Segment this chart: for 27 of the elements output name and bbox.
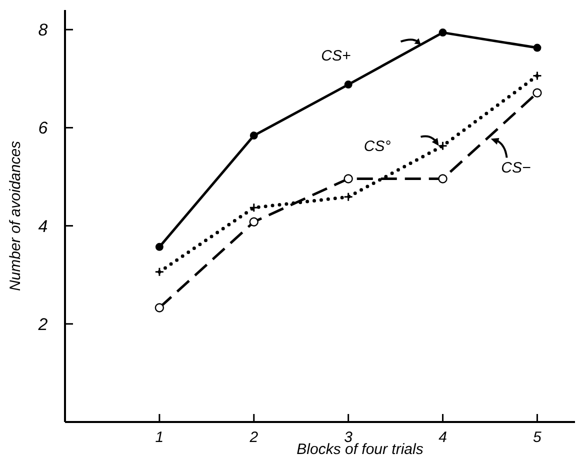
point [344,192,354,202]
point [438,28,447,37]
point [250,132,258,140]
y-tick-label: 4 [38,216,48,236]
series-label: CS+ [321,48,352,65]
y-axis-title: Number of avoidances [7,140,24,292]
point [249,202,259,212]
point [249,217,258,226]
series-label: CS− [501,160,532,177]
point [344,174,353,184]
x-tick-label: 5 [533,429,542,446]
y-tick-label: 8 [38,20,48,40]
legend-label: CS° [364,138,391,155]
x-tick-label: 2 [248,429,259,446]
point [532,70,542,80]
y-tick-label: 2 [37,314,48,334]
y-tick-label: 6 [38,118,48,138]
point [533,44,542,52]
point [438,141,448,151]
point [438,174,448,184]
point [532,88,542,98]
x-tick-label: 4 [438,429,447,446]
point [344,80,352,89]
point [154,303,164,312]
point [154,267,164,277]
x-tick-label: 1 [155,429,164,446]
point [155,242,164,251]
